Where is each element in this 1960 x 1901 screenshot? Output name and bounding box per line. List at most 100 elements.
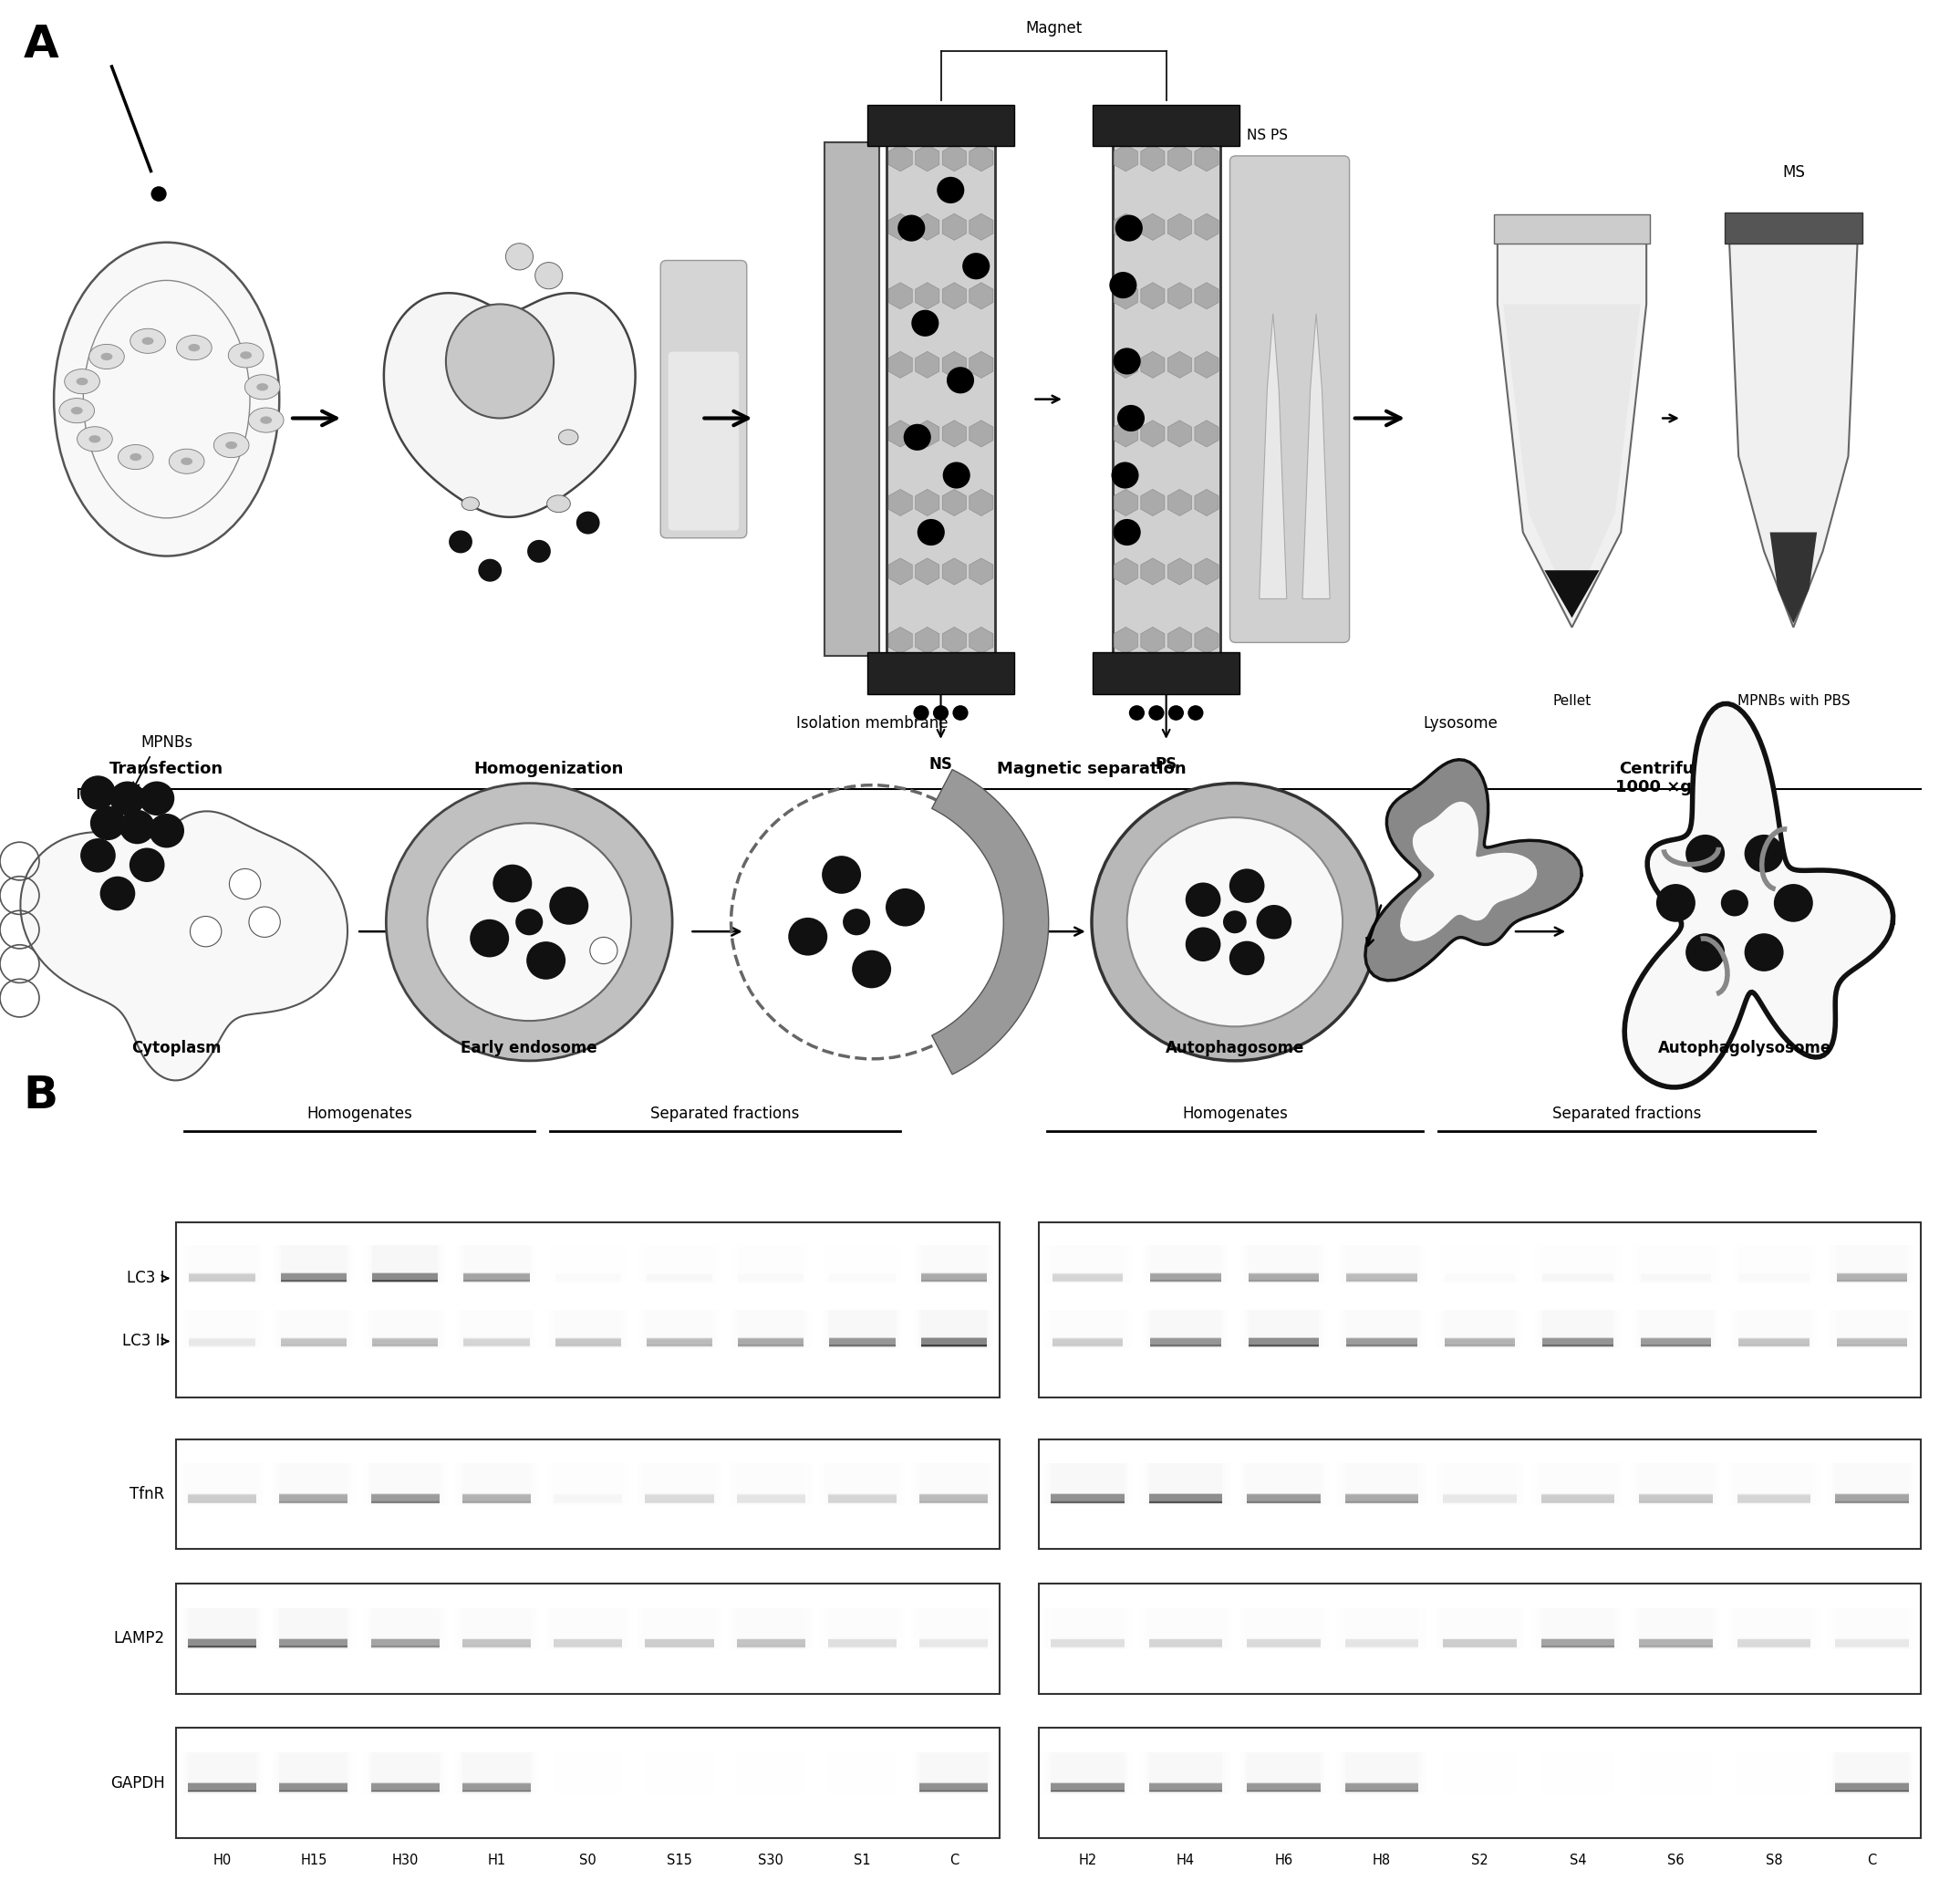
- Bar: [1631, 1464, 1721, 1506]
- Bar: [555, 1310, 621, 1348]
- Bar: [1039, 1439, 1921, 1549]
- Bar: [1053, 1274, 1123, 1281]
- Bar: [1541, 1245, 1615, 1283]
- Bar: [1639, 1639, 1713, 1646]
- Circle shape: [149, 814, 184, 848]
- Bar: [1249, 1276, 1319, 1281]
- Text: H2: H2: [1078, 1853, 1098, 1867]
- Circle shape: [1229, 941, 1264, 975]
- Bar: [1737, 1310, 1811, 1348]
- Bar: [186, 1310, 257, 1348]
- Bar: [280, 1639, 349, 1646]
- Bar: [463, 1641, 531, 1648]
- Bar: [1051, 1781, 1125, 1789]
- Bar: [188, 1781, 257, 1789]
- Bar: [1737, 1496, 1811, 1504]
- Bar: [372, 1274, 437, 1281]
- Bar: [1637, 1608, 1715, 1650]
- Bar: [647, 1274, 711, 1281]
- Bar: [372, 1338, 437, 1344]
- Bar: [1443, 1637, 1517, 1644]
- Bar: [1439, 1310, 1521, 1348]
- Bar: [1241, 1753, 1327, 1795]
- Polygon shape: [384, 293, 635, 517]
- Text: LAMP2: LAMP2: [114, 1631, 165, 1646]
- Bar: [1053, 1274, 1123, 1279]
- Bar: [1039, 1584, 1921, 1694]
- Bar: [1445, 1338, 1515, 1346]
- Bar: [829, 1496, 898, 1504]
- Bar: [733, 1310, 809, 1348]
- Circle shape: [492, 865, 531, 903]
- Bar: [188, 1637, 257, 1644]
- Bar: [1737, 1637, 1811, 1644]
- Bar: [1247, 1496, 1321, 1504]
- Bar: [821, 1245, 904, 1283]
- Bar: [1543, 1274, 1613, 1281]
- Bar: [1731, 1310, 1817, 1348]
- Bar: [1053, 1272, 1123, 1279]
- Bar: [182, 1245, 263, 1283]
- Bar: [647, 1245, 711, 1283]
- Bar: [829, 1753, 898, 1795]
- Bar: [1641, 1274, 1711, 1279]
- Bar: [921, 1274, 986, 1281]
- Bar: [186, 1245, 257, 1283]
- Bar: [1247, 1494, 1321, 1502]
- Bar: [1827, 1753, 1917, 1795]
- Text: Cytoplasm: Cytoplasm: [131, 1040, 221, 1057]
- Bar: [465, 1338, 529, 1344]
- Ellipse shape: [547, 496, 570, 511]
- Bar: [370, 1641, 439, 1648]
- Bar: [737, 1637, 806, 1644]
- Bar: [1641, 1274, 1711, 1281]
- Bar: [1241, 1245, 1327, 1283]
- Bar: [280, 1274, 347, 1279]
- Bar: [639, 1608, 719, 1650]
- Bar: [463, 1785, 531, 1793]
- Bar: [919, 1781, 988, 1789]
- Bar: [915, 1310, 992, 1348]
- Bar: [1443, 1639, 1517, 1646]
- Bar: [1739, 1310, 1809, 1348]
- Polygon shape: [1625, 703, 1893, 1087]
- Bar: [1533, 1608, 1623, 1650]
- Bar: [365, 1753, 445, 1795]
- Bar: [1341, 1310, 1423, 1348]
- Bar: [919, 1608, 988, 1650]
- Text: Separated fractions: Separated fractions: [1552, 1104, 1701, 1122]
- Bar: [365, 1464, 445, 1506]
- Bar: [280, 1639, 349, 1648]
- Circle shape: [1256, 905, 1292, 939]
- Bar: [1639, 1639, 1713, 1648]
- Bar: [1051, 1496, 1125, 1504]
- Bar: [1835, 1494, 1909, 1504]
- Bar: [1051, 1639, 1125, 1648]
- Bar: [829, 1274, 896, 1279]
- Bar: [555, 1338, 621, 1346]
- Bar: [1835, 1785, 1909, 1793]
- Bar: [370, 1753, 439, 1795]
- Bar: [1051, 1785, 1125, 1793]
- Bar: [1737, 1494, 1811, 1502]
- Circle shape: [1186, 882, 1221, 916]
- Bar: [1543, 1338, 1613, 1344]
- Bar: [1149, 1494, 1223, 1504]
- Bar: [370, 1639, 439, 1648]
- Bar: [465, 1340, 529, 1348]
- Bar: [645, 1494, 713, 1502]
- Text: Homogenization: Homogenization: [474, 760, 623, 778]
- Bar: [1835, 1494, 1909, 1502]
- Circle shape: [1168, 705, 1184, 720]
- Bar: [1539, 1464, 1617, 1506]
- Bar: [463, 1641, 531, 1648]
- Bar: [280, 1785, 349, 1793]
- Bar: [463, 1639, 531, 1648]
- Bar: [641, 1310, 717, 1348]
- Bar: [555, 1641, 623, 1648]
- Bar: [459, 1753, 533, 1795]
- Bar: [1837, 1272, 1907, 1279]
- Bar: [735, 1310, 806, 1348]
- Circle shape: [843, 909, 870, 935]
- Bar: [1051, 1494, 1125, 1502]
